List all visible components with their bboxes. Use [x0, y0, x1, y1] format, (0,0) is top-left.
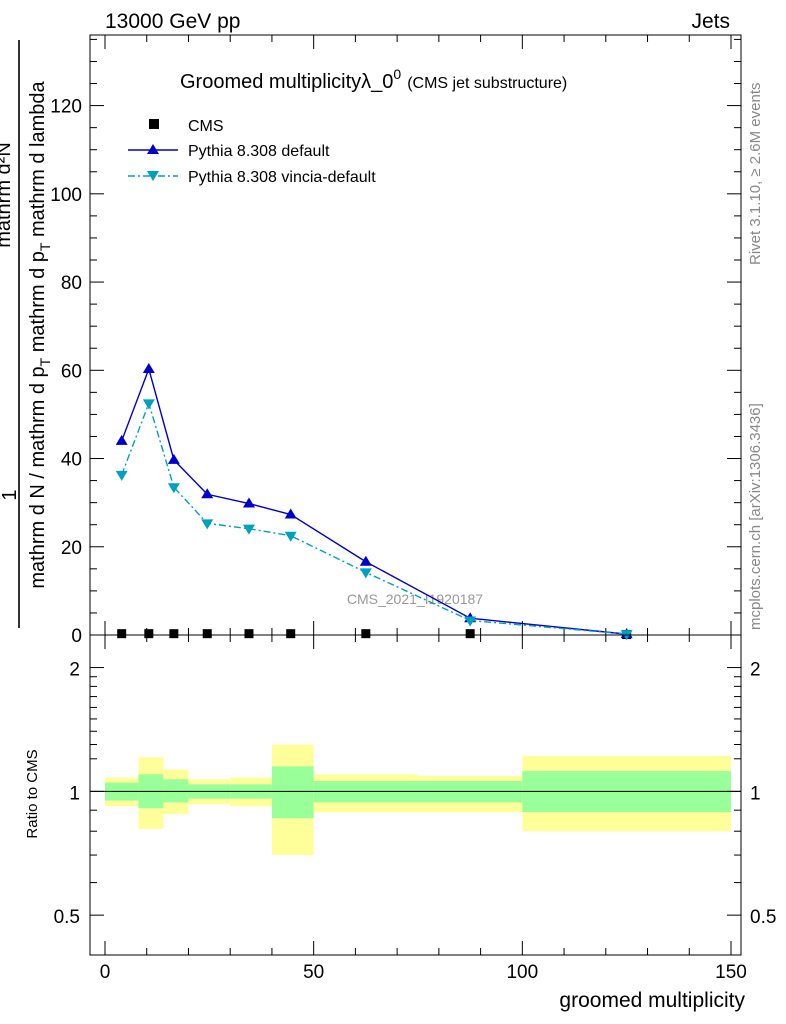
data-point-default	[242, 497, 255, 508]
data-point-cms	[361, 629, 371, 639]
x-axis-label: groomed multiplicity	[559, 989, 745, 1012]
data-point-default	[167, 453, 180, 464]
data-point-cms	[244, 629, 254, 639]
ratio-axes: 0.5 0.5 1 1 2 2	[54, 635, 776, 955]
y-tick-label: 20	[61, 538, 82, 559]
data-point-default	[201, 488, 214, 499]
legend-entry-vincia: Pythia 8.308 vincia-default	[128, 169, 376, 186]
header-right: Jets	[691, 10, 730, 33]
chart-title-sup: 0	[393, 66, 401, 82]
data-point-vincia	[464, 616, 477, 627]
chart-title-text: Groomed multiplicity	[180, 71, 361, 93]
data-point-cms	[169, 629, 179, 639]
ratio-tick-label-right: 0.5	[750, 907, 776, 928]
legend: CMS Pythia 8.308 default Pythia 8.308 vi…	[128, 118, 376, 186]
y-label-denom-b: mathrm d p	[27, 251, 49, 358]
mcplots-label: mcplots.cern.ch [arXiv:1306.3436]	[747, 403, 764, 630]
y-label-denom-a: mathrm d N / mathrm d p	[27, 366, 49, 588]
x-tick-label: 50	[303, 962, 324, 983]
x-axis: 0 50 100 150	[100, 962, 747, 983]
y-label-numer-text: mathrm d²N	[0, 142, 15, 248]
data-point-vincia	[284, 531, 297, 542]
ratio-y-label: Ratio to CMS	[24, 749, 41, 838]
legend-label-cms: CMS	[188, 118, 224, 135]
data-point-cms	[465, 629, 475, 639]
y-label-denom-a-sub: T	[37, 357, 53, 366]
chart-title-math: λ_0	[361, 71, 393, 93]
legend-entry-cms: CMS	[149, 118, 224, 135]
x-tick-label: 150	[715, 962, 747, 983]
chart-subtitle: (CMS jet substructure)	[407, 75, 567, 92]
ratio-tick-label-left: 2	[69, 660, 80, 681]
data-point-vincia	[167, 483, 180, 494]
y-tick-label: 60	[61, 361, 82, 382]
y-label-one: 1	[0, 489, 21, 500]
main-axes: 0 20 40 60 80 100 120	[50, 35, 741, 647]
legend-entry-default: Pythia 8.308 default	[128, 143, 330, 160]
y-label-denom-b-sub: T	[37, 242, 53, 251]
legend-label-vincia: Pythia 8.308 vincia-default	[188, 169, 376, 186]
data-point-default	[359, 555, 372, 566]
stat-uncertainty-band	[271, 766, 314, 819]
ratio-bands	[90, 744, 741, 856]
header-left: 13000 GeV pp	[105, 10, 240, 33]
legend-marker-default	[147, 144, 159, 154]
y-tick-label: 100	[50, 185, 82, 206]
analysis-watermark: CMS_2021_I1920187	[347, 591, 483, 607]
ratio-tick-label-right: 2	[750, 660, 761, 681]
x-tick-label: 0	[100, 962, 111, 983]
data-point-default	[115, 434, 128, 445]
stat-uncertainty-band	[163, 779, 189, 803]
y-tick-label: 80	[61, 273, 82, 294]
data-point-vincia	[142, 399, 155, 410]
ratio-panel-frame	[89, 634, 742, 956]
y-axis-label: 1 mathrm d²N mathrm d N / mathrm d pT ma…	[0, 40, 53, 628]
rivet-label: Rivet 3.1.10, ≥ 2.6M events	[747, 83, 764, 266]
data-point-cms	[286, 629, 296, 639]
ratio-tick-label-right: 1	[750, 783, 761, 804]
data-point-default	[142, 362, 155, 373]
data-point-cms	[144, 629, 154, 639]
data-point-default	[284, 508, 297, 519]
y-tick-label: 0	[71, 626, 82, 647]
data-point-vincia	[359, 568, 372, 579]
data-point-vincia	[115, 470, 128, 481]
data-point-cms	[117, 629, 127, 639]
y-label-denom-c: mathrm d lambda	[27, 80, 49, 242]
ratio-tick-label-left: 0.5	[54, 907, 80, 928]
chart-title: Groomed multiplicityλ_00 (CMS jet substru…	[180, 66, 567, 93]
ratio-tick-label-left: 1	[69, 783, 80, 804]
data-point-cms	[202, 629, 212, 639]
legend-marker-cms	[149, 119, 159, 129]
legend-label-default: Pythia 8.308 default	[188, 143, 330, 160]
y-tick-label: 40	[61, 450, 82, 471]
x-tick-label: 100	[506, 962, 538, 983]
data-point-vincia	[201, 519, 214, 530]
legend-marker-vincia	[147, 171, 159, 181]
main-series	[115, 362, 633, 641]
y-label-numerator: mathrm d²N	[0, 142, 15, 248]
y-label-denominator: mathrm d N / mathrm d pT mathrm d pT mat…	[27, 80, 53, 588]
data-point-vincia	[242, 524, 255, 535]
y-tick-label: 120	[50, 97, 82, 118]
